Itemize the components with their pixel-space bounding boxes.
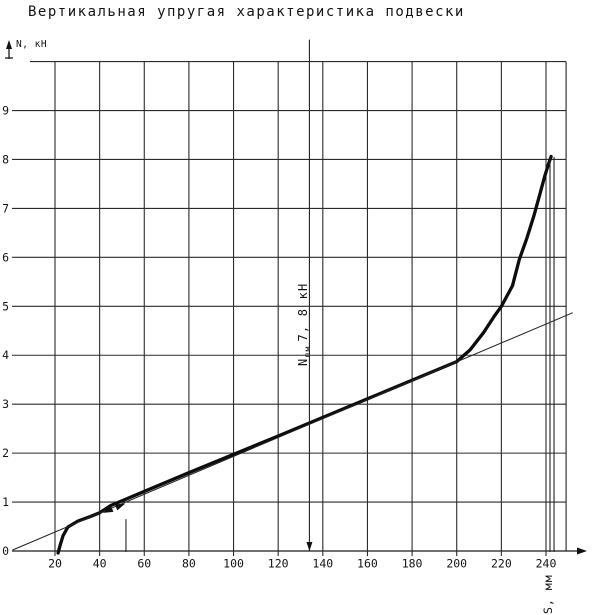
y-tick-label-2: 2 [2,446,9,460]
x-tick-label-100: 100 [223,557,244,571]
y-tick-label-5: 5 [2,299,9,313]
x-axis-arrow-icon [577,547,587,555]
x-tick-label-220: 220 [491,557,512,571]
x-tick-label-200: 200 [446,557,467,571]
x-tick-label-40: 40 [93,557,107,571]
x-tick-label-140: 140 [312,557,333,571]
loading-direction-arrow [114,503,126,511]
x-tick-label-240: 240 [536,557,557,571]
x-tick-label-180: 180 [402,557,423,571]
grid-layer: 0 1 2 3 4 5 6 7 8 9 20 40 60 80 100 120 140 160 180 200 220 2… [2,61,577,571]
x-tick-label-60: 60 [137,557,151,571]
chart-title: Вертикальная упругая характеристика подв… [28,4,465,20]
x-tick-label-80: 80 [182,557,196,571]
y-tick-label-1: 1 [2,495,9,509]
x-tick-label-160: 160 [357,557,378,571]
y-tick-label-0: 0 [2,544,9,558]
x-tick-label-20: 20 [48,557,62,571]
x-tick-label-120: 120 [268,557,289,571]
annotation-layer [102,39,567,552]
y-tick-label-4: 4 [2,348,9,362]
y-tick-label-8: 8 [2,152,9,166]
linear-characteristic [12,312,573,551]
elastic-characteristic [56,154,553,555]
load-reference-line-arrowhead [306,542,313,551]
y-axis-label: N, кН [16,39,47,50]
load-annotation-label: Nпм7, 8 кН [296,283,312,366]
x-axis-label: S, мм [541,574,555,614]
unloading-direction-arrow [102,505,114,513]
y-tick-label-3: 3 [2,397,9,411]
y-tick-label-7: 7 [2,201,9,215]
y-tick-label-9: 9 [2,104,9,118]
y-tick-label-6: 6 [2,250,9,264]
y-axis-arrow-icon [5,40,13,59]
